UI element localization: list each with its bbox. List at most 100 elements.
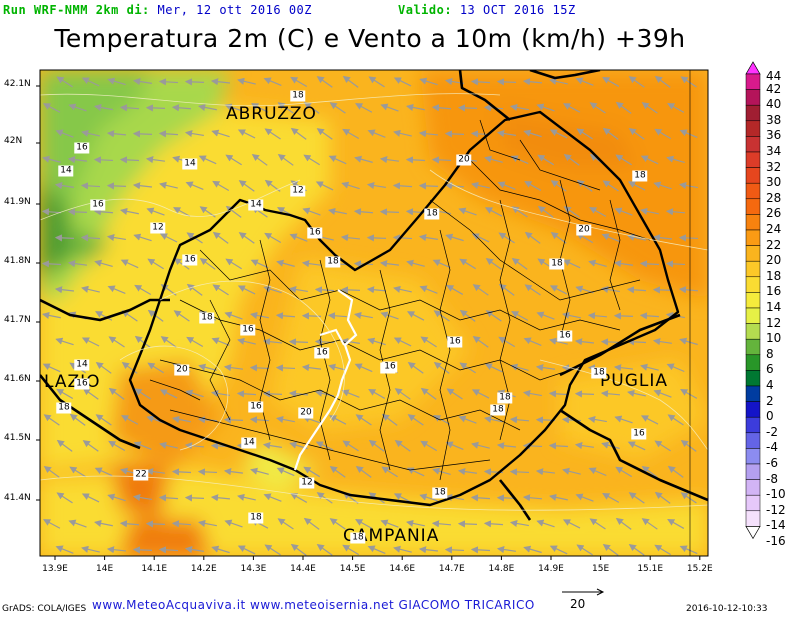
wind-arrow: [550, 180, 567, 192]
wind-arrow: [509, 519, 529, 528]
contour-label: 20: [298, 407, 314, 419]
wind-arrow: [197, 519, 217, 527]
wind-arrow: [432, 259, 451, 269]
wind-arrow: [171, 415, 191, 423]
wind-arrow: [536, 311, 555, 320]
colorbar-label: 32: [766, 159, 782, 174]
contour-label: 14: [241, 437, 257, 449]
wind-arrow: [173, 257, 190, 270]
wind-arrow: [106, 233, 126, 242]
wind-arrow: [432, 467, 451, 476]
wind-arrow: [510, 363, 529, 372]
wind-arrow: [614, 415, 633, 424]
map-title: Temperatura 2m (C) e Vento a 10m (km/h) …: [54, 24, 686, 53]
wind-arrow: [420, 387, 437, 400]
wind-arrows: [41, 75, 699, 556]
wind-arrow: [459, 309, 476, 322]
wind-arrow: [159, 389, 178, 399]
wind-arrow: [250, 467, 269, 475]
wind-arrow: [68, 103, 87, 112]
lon-label: 14.6E: [389, 564, 416, 574]
wind-arrow: [602, 493, 620, 503]
wind-arrow: [132, 130, 153, 138]
wind-arrow: [678, 286, 699, 294]
wind-arrow: [315, 441, 334, 451]
wind-arrow: [81, 545, 100, 553]
wind-arrow: [132, 546, 153, 554]
colorbar-label: 40: [766, 97, 782, 112]
wind-arrow: [406, 467, 425, 477]
wind-arrow: [537, 205, 554, 218]
wind-arrow: [264, 232, 282, 244]
wind-arrow: [639, 312, 660, 320]
wind-arrow: [588, 467, 607, 477]
wind-arrow: [431, 520, 452, 528]
wind-arrow: [393, 493, 412, 503]
wind-arrow: [576, 179, 593, 192]
wind-arrow: [237, 129, 256, 139]
colorbar: [745, 61, 761, 540]
contour-label: 18: [350, 532, 366, 544]
wind-arrow: [80, 182, 101, 190]
colorbar-label: 18: [766, 268, 782, 283]
wind-arrow: [355, 519, 373, 529]
wind-arrow: [119, 156, 140, 164]
wind-arrow: [536, 519, 555, 528]
colorbar-label: 42: [766, 81, 782, 96]
wind-arrow: [511, 257, 528, 270]
colorbar-cap-bottom: [745, 526, 761, 540]
axis-ticks: [36, 85, 701, 560]
wind-arrow: [419, 493, 438, 502]
wind-arrow: [667, 518, 685, 529]
wind-arrow: [381, 466, 398, 478]
wind-arrow: [445, 441, 464, 451]
wind-arrow: [575, 77, 594, 86]
wind-arrow: [639, 260, 660, 268]
wind-arrow: [340, 337, 360, 346]
wind-arrow: [210, 389, 230, 398]
contour-label: 18: [290, 90, 306, 102]
wind-arrow: [628, 76, 645, 88]
wind-arrow: [641, 518, 658, 530]
wind-arrow: [134, 284, 152, 296]
wind-arrow: [509, 468, 530, 476]
wind-arrow: [43, 465, 60, 478]
lon-label: 13.9E: [42, 564, 68, 574]
contour-label: 18: [490, 404, 506, 416]
wind-arrow: [654, 128, 672, 140]
grads-credit: GrADS: COLA/IGES: [2, 604, 87, 614]
wind-arrow: [277, 518, 294, 530]
wind-arrow: [316, 492, 333, 504]
wind-arrow: [316, 128, 333, 140]
contour-label: 12: [299, 477, 315, 489]
wind-arrow: [329, 102, 346, 114]
wind-arrow: [407, 414, 424, 426]
wind-arrow: [199, 257, 216, 270]
colorbar-label: 12: [766, 315, 782, 330]
colorbar-swatch: [745, 448, 761, 465]
wind-arrow: [471, 389, 490, 399]
wind-arrow: [485, 258, 502, 270]
contour-label: 20: [456, 154, 472, 166]
wind-arrow: [484, 155, 503, 163]
wind-arrow: [159, 441, 178, 449]
lon-label: 15E: [592, 564, 610, 574]
lon-label: 14.1E: [141, 564, 168, 574]
wind-arrow: [342, 128, 360, 140]
wind-arrow: [210, 494, 231, 502]
wind-arrow: [522, 389, 542, 398]
colorbar-swatch: [745, 245, 761, 262]
wind-arrow: [496, 78, 517, 86]
wind-arrow: [95, 311, 113, 321]
wind-arrow: [173, 310, 190, 322]
wind-arrow: [615, 154, 632, 166]
colorbar-swatch: [745, 89, 761, 106]
wind-arrow: [93, 156, 114, 164]
wind-arrow: [147, 309, 164, 322]
wind-arrow: [366, 234, 387, 242]
wind-arrow: [615, 466, 633, 478]
wind-arrow: [160, 336, 177, 348]
wind-arrow: [498, 232, 515, 244]
wind-arrow: [329, 518, 346, 530]
contour-label: 16: [248, 401, 264, 413]
